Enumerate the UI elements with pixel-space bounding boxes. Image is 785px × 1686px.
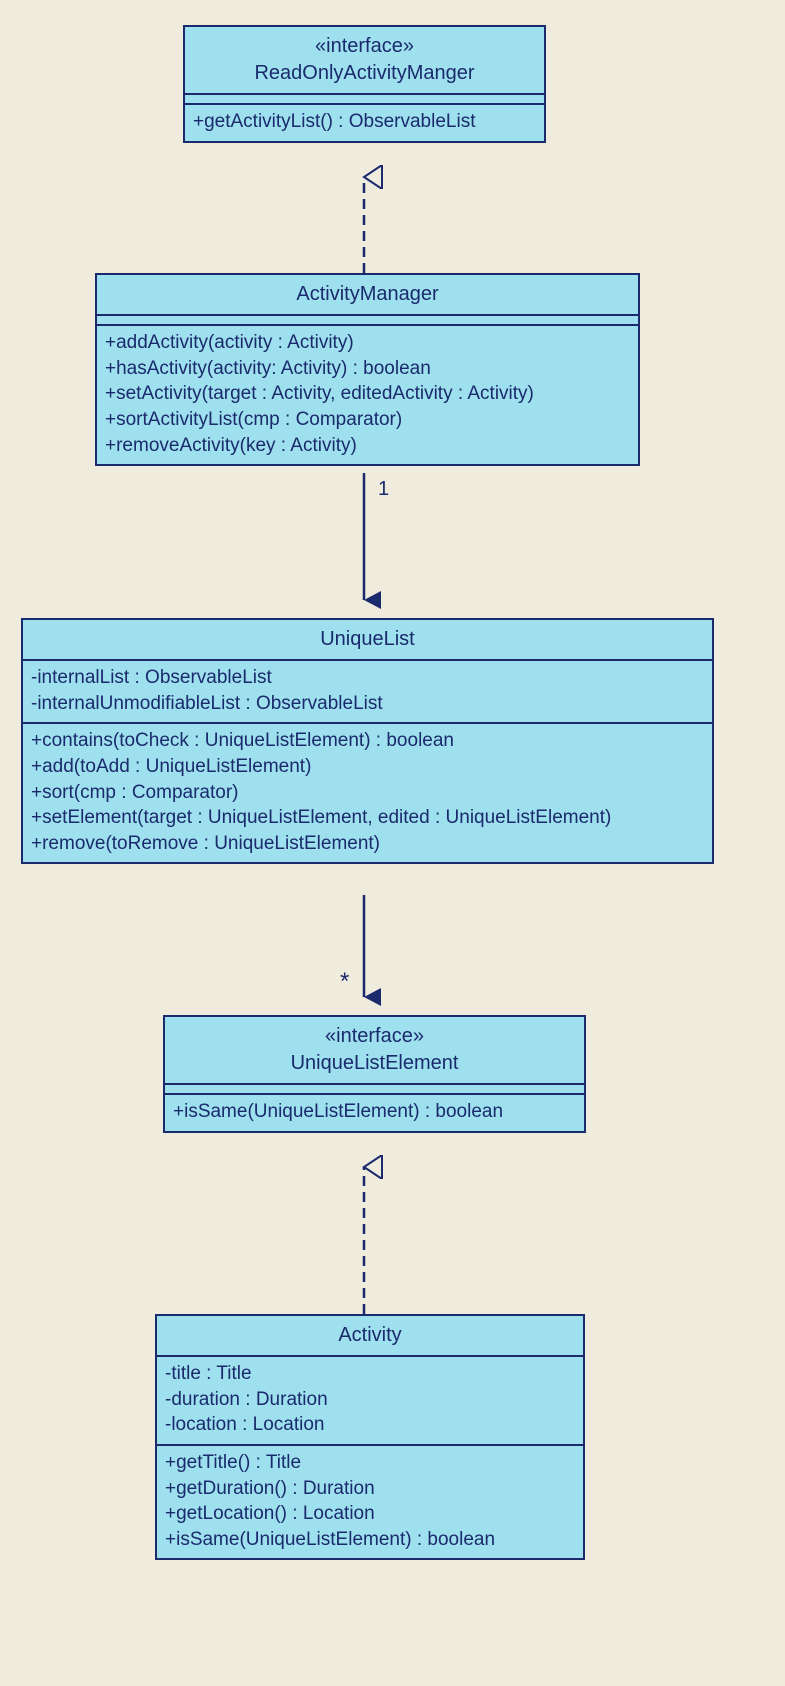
class-name: ActivityManager [296, 283, 438, 305]
method: +setActivity(target : Activity, editedAc… [105, 381, 630, 407]
method: +sortActivityList(cmp : Comparator) [105, 407, 630, 433]
method: +removeActivity(key : Activity) [105, 433, 630, 459]
class-name: ReadOnlyActivityManger [254, 62, 474, 84]
method: +isSame(UniqueListElement) : boolean [165, 1527, 575, 1553]
method: +getLocation() : Location [165, 1501, 575, 1527]
method: +hasActivity(activity: Activity) : boole… [105, 356, 630, 382]
method: +contains(toCheck : UniqueListElement) :… [31, 728, 704, 754]
method: +isSame(UniqueListElement) : boolean [173, 1099, 576, 1125]
class-unique-list-element: «interface» UniqueListElement +isSame(Un… [163, 1015, 586, 1133]
empty-attributes [165, 1085, 584, 1095]
class-name: UniqueListElement [291, 1052, 459, 1074]
multiplicity-label-1: 1 [378, 478, 389, 501]
class-read-only-activity-manager: «interface» ReadOnlyActivityManger +getA… [183, 25, 546, 143]
empty-attributes [97, 316, 638, 326]
attribute: -internalUnmodifiableList : ObservableLi… [31, 691, 704, 717]
method: +getDuration() : Duration [165, 1476, 575, 1502]
class-name: Activity [338, 1324, 401, 1346]
class-activity-manager: ActivityManager +addActivity(activity : … [95, 273, 640, 466]
attribute: -duration : Duration [165, 1387, 575, 1413]
class-unique-list: UniqueList -internalList : ObservableLis… [21, 618, 714, 864]
attribute: -internalList : ObservableList [31, 665, 704, 691]
stereotype-label: «interface» [315, 35, 414, 57]
class-activity: Activity -title : Title -duration : Dura… [155, 1314, 585, 1560]
multiplicity-label-star: * [340, 968, 349, 996]
method: +getActivityList() : ObservableList [193, 109, 536, 135]
attribute: -location : Location [165, 1412, 575, 1438]
method: +sort(cmp : Comparator) [31, 780, 704, 806]
empty-attributes [185, 95, 544, 105]
method: +add(toAdd : UniqueListElement) [31, 754, 704, 780]
stereotype-label: «interface» [325, 1025, 424, 1047]
attribute: -title : Title [165, 1361, 575, 1387]
method: +setElement(target : UniqueListElement, … [31, 805, 704, 831]
class-name: UniqueList [320, 628, 415, 650]
method: +remove(toRemove : UniqueListElement) [31, 831, 704, 857]
method: +getTitle() : Title [165, 1450, 575, 1476]
method: +addActivity(activity : Activity) [105, 330, 630, 356]
